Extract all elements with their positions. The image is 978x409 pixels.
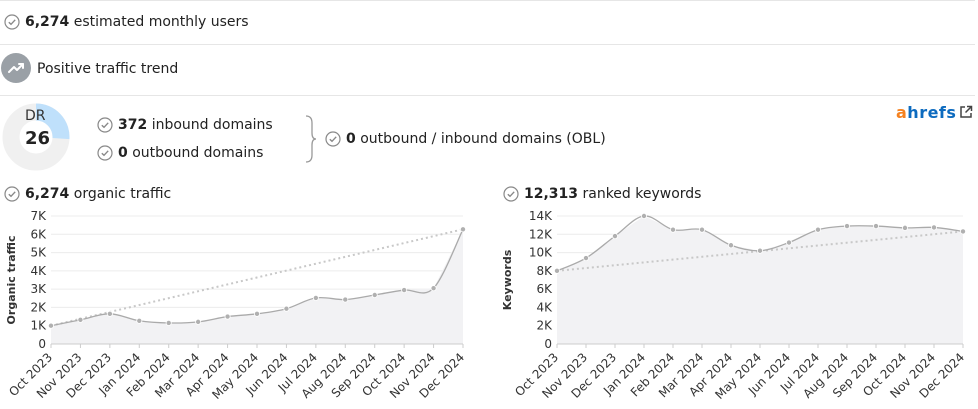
y-tick-label: 0 [38, 337, 46, 351]
dr-ring-fill [35, 103, 70, 140]
y-axis-label: Organic traffic [5, 236, 18, 325]
data-point [901, 224, 908, 231]
y-tick-label: 4K [536, 300, 553, 314]
ahrefs-logo-rest: hrefs [907, 103, 957, 122]
data-point [253, 310, 260, 317]
y-tick-label: 2K [30, 300, 47, 314]
trend-badge [1, 53, 31, 83]
check-circle-icon [97, 117, 113, 133]
data-point [136, 317, 143, 324]
monthly-users-count: 6,274 [25, 14, 70, 30]
inbound-domains-count: 372 [118, 117, 148, 133]
check-circle-icon [97, 145, 113, 161]
obl-count: 0 [346, 131, 356, 147]
data-point [756, 247, 763, 254]
organic-traffic-count: 6,274 [25, 186, 70, 202]
ahrefs-logo-a: a [896, 103, 908, 122]
data-point [342, 296, 349, 303]
outbound-domains-count: 0 [118, 145, 128, 161]
y-axis-label: Keywords [501, 249, 514, 310]
y-tick-label: 8K [536, 264, 553, 278]
external-link-icon[interactable] [959, 105, 973, 119]
traffic-trend-row: Positive traffic trend [0, 44, 975, 96]
data-point [106, 310, 113, 317]
y-tick-label: 7K [30, 209, 47, 223]
ranked-keywords-count: 12,313 [524, 186, 579, 202]
ranked-keywords-label: ranked keywords [582, 186, 702, 202]
data-point [401, 287, 408, 294]
y-tick-label: 0 [544, 337, 552, 351]
y-tick-label: 1K [30, 319, 47, 333]
data-point [814, 226, 821, 233]
y-tick-label: 6K [536, 282, 553, 296]
data-point [77, 316, 84, 323]
trend-line [50, 228, 464, 327]
check-circle-icon [4, 186, 20, 202]
outbound-domains-label: outbound domains [132, 145, 264, 161]
data-point [430, 285, 437, 292]
y-tick-label: 3K [30, 282, 47, 296]
inbound-domains-label: inbound domains [151, 117, 273, 133]
data-point [959, 228, 966, 235]
data-point [669, 226, 676, 233]
data-point [785, 239, 792, 246]
data-point [165, 319, 172, 326]
organic-traffic-heading: 6,274 organic traffic [25, 186, 171, 202]
data-point [371, 291, 378, 298]
data-point [48, 322, 55, 329]
y-tick-label: 14K [529, 209, 553, 223]
y-tick-label: 6K [30, 227, 47, 241]
traffic-trend-label: Positive traffic trend [37, 61, 179, 77]
y-tick-label: 4K [30, 264, 47, 278]
inbound-domains-text: 372 inbound domains [118, 117, 273, 133]
series-area [51, 229, 463, 344]
monthly-users-label: estimated monthly users [73, 14, 249, 30]
y-tick-label: 5K [30, 246, 47, 260]
outbound-domains-text: 0 outbound domains [118, 145, 263, 161]
organic-traffic-label: organic traffic [73, 186, 172, 202]
data-point [640, 212, 647, 219]
dr-label: DR [25, 108, 46, 124]
obl-text: 0 outbound / inbound domains (OBL) [346, 131, 606, 147]
series-area [557, 216, 963, 344]
ranked-keywords-heading: 12,313 ranked keywords [524, 186, 701, 202]
ahrefs-link[interactable]: ahrefs [896, 103, 956, 122]
dr-donut-chart [2, 103, 70, 171]
data-point [312, 294, 319, 301]
data-point [612, 233, 619, 240]
data-point [224, 313, 231, 320]
data-point [930, 224, 937, 231]
trending-up-icon [8, 63, 24, 73]
data-point [459, 226, 466, 233]
data-point [843, 223, 850, 230]
y-tick-label: 2K [536, 319, 553, 333]
data-point [283, 305, 290, 312]
monthly-users-text: 6,274 estimated monthly users [25, 14, 249, 30]
data-point [727, 242, 734, 249]
data-point [698, 226, 705, 233]
check-circle-icon [325, 131, 341, 147]
dr-value: 26 [25, 128, 51, 149]
brace-divider [305, 115, 317, 163]
monthly-users-row: 6,274 estimated monthly users [0, 0, 975, 45]
obl-label: outbound / inbound domains (OBL) [360, 131, 606, 147]
check-circle-icon [4, 14, 20, 30]
y-tick-label: 12K [529, 227, 553, 241]
data-point [872, 223, 879, 230]
check-circle-icon [503, 186, 519, 202]
data-point [583, 255, 590, 262]
y-tick-label: 10K [529, 246, 553, 260]
data-point [554, 267, 561, 274]
data-point [195, 318, 202, 325]
